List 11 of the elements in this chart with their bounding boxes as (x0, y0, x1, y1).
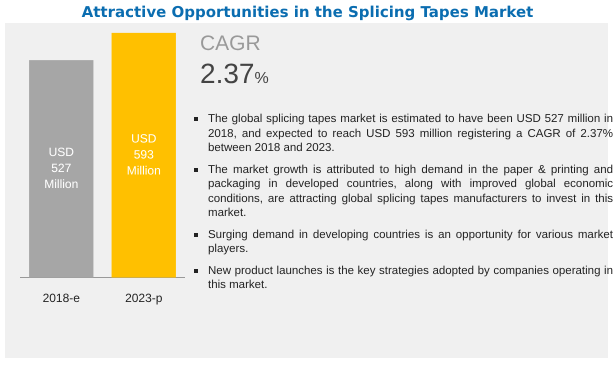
data-label: USD 593 Million (126, 132, 161, 178)
x-tick-label: 2018-e (42, 291, 80, 306)
text: New product launches is the key strategies adopted by companies operating in this market. (208, 264, 613, 292)
data-label: USD 527 Million (44, 145, 78, 192)
text: The market growth is attributed to high demand in the paper & printing and packaging in developed countries, along with improved global economic conditions, are attracting global splicing tapes manufacturers to invest in this market. (208, 162, 613, 220)
text: Surging demand in developing countries is an opportunity for various market players. (208, 228, 613, 256)
text: The global splicing tapes market is estimated to have been USD 527 million in 2018, and expected to reach USD 593 million registering a CAGR of 2.37% between 2018 and 2023. (208, 112, 613, 156)
text: CAGR (200, 32, 261, 56)
text: 2.37% (200, 58, 269, 90)
x-tick-label: 2023-p (125, 291, 163, 306)
text: Attractive Opportunities in the Splicing Tapes Market (80, 3, 534, 21)
